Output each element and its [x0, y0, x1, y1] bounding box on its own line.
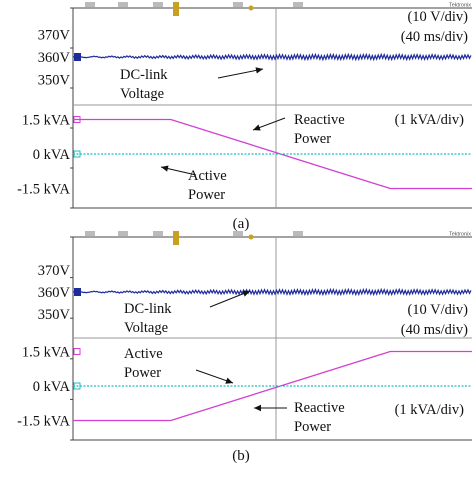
dc-link-arrow [209, 290, 251, 308]
reactive-annotation-line: Power [294, 419, 331, 435]
panel-a: Tektronix 370V 360V 350V 1.5 kVA 0 kVA -1.5 kV… [17, 2, 472, 232]
voltage-scale-label: (10 V/div) [407, 9, 468, 25]
voltage-scale-label: (10 V/div) [407, 302, 468, 318]
scope-header-marker [153, 2, 163, 7]
reactive-arrow [252, 117, 286, 131]
scope-header-marker [233, 231, 243, 236]
brand-label: Tektronix [449, 232, 471, 238]
reactive-annotation-line: Power [294, 131, 331, 147]
power-tick-label: -1.5 kVA [17, 182, 70, 198]
power-scale-label: (1 kVA/div) [395, 112, 465, 128]
power-tick-label: 0 kVA [33, 379, 71, 395]
voltage-tick-label: 350V [38, 73, 71, 89]
trigger-marker [173, 231, 179, 245]
trigger-marker [173, 2, 179, 16]
reactive-annotation-line: Reactive [294, 400, 345, 416]
dc-link-voltage-trace [72, 287, 472, 297]
dc-link-annotation-line: Voltage [120, 86, 164, 102]
scope-header-marker [118, 231, 128, 236]
voltage-tick-label: 360V [38, 285, 71, 301]
voltage-tick-label: 350V [38, 307, 71, 323]
dc-link-annotation-line: DC-link [124, 301, 172, 317]
active-annotation-line: Power [188, 187, 225, 203]
scope-header-marker [293, 231, 303, 236]
dc-link-annotation-line: Voltage [124, 320, 168, 336]
voltage-tick-label: 370V [38, 263, 71, 279]
scope-header-marker [233, 2, 243, 7]
channel-marker-reactive [73, 348, 81, 355]
scope-header-marker [153, 231, 163, 236]
reactive-arrow [254, 404, 287, 412]
dc-link-arrow [217, 67, 264, 79]
active-annotation-line: Active [124, 346, 163, 362]
dc-link-annotation-line: DC-link [120, 67, 168, 83]
panel-b: Tektronix 370V 360V 350V 1.5 kVA 0 kVA -1.5 kV… [17, 231, 472, 464]
dc-link-voltage-trace [72, 52, 472, 62]
active-annotation-line: Active [188, 168, 227, 184]
active-annotation-line: Power [124, 365, 161, 381]
voltage-tick-label: 370V [38, 28, 71, 44]
power-tick-label: 1.5 kVA [22, 345, 71, 361]
panel-caption: (a) [233, 216, 250, 232]
scope-header-marker [118, 2, 128, 7]
scope-header-marker [293, 2, 303, 7]
scope-header-marker [85, 2, 95, 7]
panel-caption: (b) [232, 448, 250, 464]
scope-header-marker [85, 231, 95, 236]
power-scale-label: (1 kVA/div) [395, 402, 465, 418]
active-arrow [160, 165, 197, 176]
active-arrow [195, 369, 234, 384]
trigger-position-marker [248, 234, 254, 240]
power-tick-label: 1.5 kVA [22, 113, 71, 129]
power-tick-label: -1.5 kVA [17, 414, 70, 430]
trigger-position-marker [248, 5, 254, 11]
voltage-tick-label: 360V [38, 50, 71, 66]
time-scale-label: (40 ms/div) [401, 29, 468, 45]
time-scale-label: (40 ms/div) [401, 322, 468, 338]
brand-label: Tektronix [449, 3, 471, 9]
power-tick-label: 0 kVA [33, 147, 71, 163]
reactive-annotation-line: Reactive [294, 112, 345, 128]
